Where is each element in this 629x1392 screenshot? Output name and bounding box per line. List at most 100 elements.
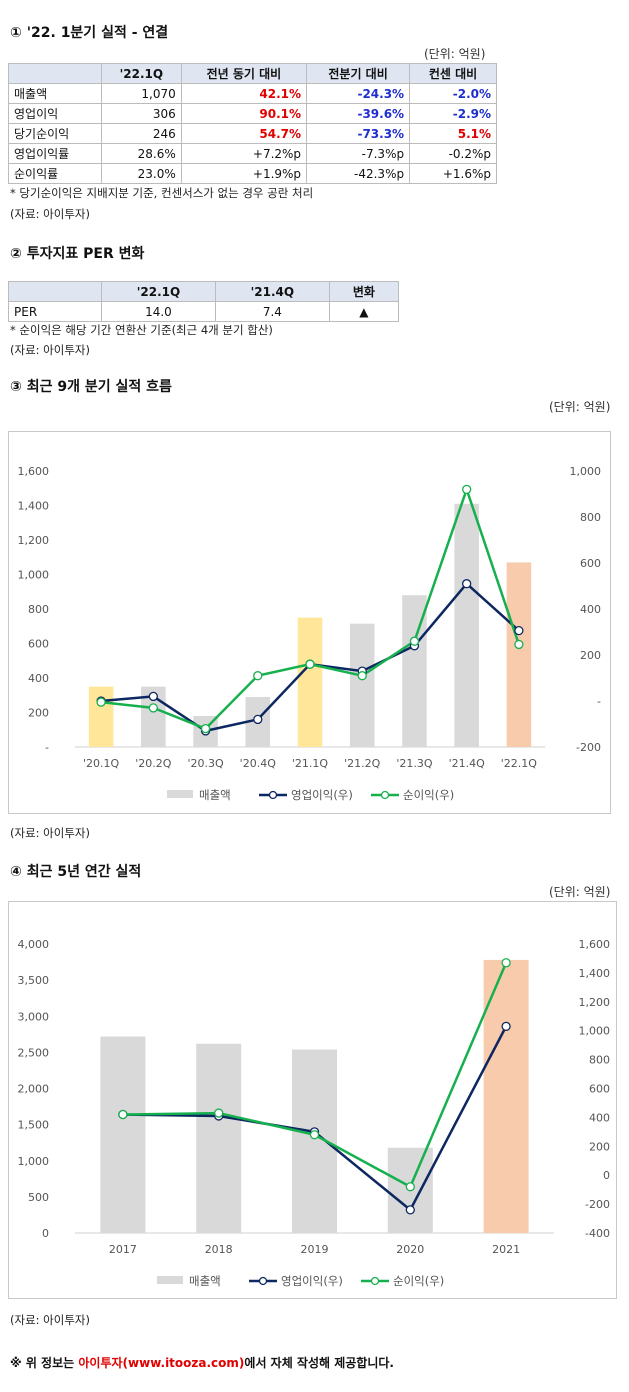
y2-tick-label: 400 <box>580 603 601 616</box>
table-header-row: '22.1Q 전년 동기 대비 전분기 대비 컨센 대비 <box>8 63 497 84</box>
y-tick-label: 3,000 <box>18 1010 50 1023</box>
table-header-row: '22.1Q '21.4Q 변화 <box>8 281 400 302</box>
bar-2018 <box>196 1043 242 1233</box>
legend-swatch-marker <box>380 790 390 800</box>
legend-label: 매출액 <box>199 788 231 802</box>
point-순이익(우) <box>357 671 367 681</box>
bar-'21.4Q <box>454 503 479 747</box>
bar-2019 <box>291 1049 338 1233</box>
point-순이익(우) <box>462 484 472 495</box>
legend-swatch-bar <box>157 1276 183 1284</box>
x-tick-label: '21.4Q <box>449 757 486 770</box>
section2-note: * 순이익은 해당 기간 연환산 기준(최근 4개 분기 합산) <box>10 323 273 337</box>
point-순이익(우) <box>96 697 106 707</box>
section1-source: (자료: 아이투자) <box>10 207 90 221</box>
per-table: '22.1Q '21.4Q 변화 PER 14.0 7.4 ▲ <box>8 281 400 322</box>
legend-label: 영업이익(우) <box>281 1274 343 1288</box>
y2-tick-label: 200 <box>589 1140 610 1153</box>
legend-label: 순이익(우) <box>393 1274 444 1288</box>
annual-chart-svg: 0 500 1,000 1,500 2,000 2,500 3,000 3,500 4,000 -… <box>18 938 611 1288</box>
table-row: 영업이익 306 90.1% -39.6% -2.9% <box>8 103 497 124</box>
cell-value: 28.6% <box>101 143 182 164</box>
cell-qoq: -42.3%p <box>306 163 411 184</box>
section1-note: * 당기순이익은 지배지분 기준, 컨센서스가 없는 경우 공란 처리 <box>10 186 314 200</box>
y-tick-label: 2,000 <box>18 1083 50 1096</box>
bar-2017 <box>100 1036 146 1233</box>
legend-label: 매출액 <box>189 1274 221 1288</box>
legend-swatch-bar <box>167 790 193 798</box>
section3-unit: (단위: 억원) <box>549 400 611 414</box>
row-label: 당기순이익 <box>8 123 102 144</box>
x-tick-label: 2018 <box>205 1243 233 1256</box>
footer-brand-link[interactable]: 아이투자(www.itooza.com) <box>78 1356 245 1370</box>
point-영업이익(우) <box>501 1021 511 1032</box>
cell-yoy: 90.1% <box>180 103 308 124</box>
point-영업이익(우) <box>253 714 263 725</box>
cell-value: 306 <box>101 103 182 124</box>
y2-tick-label: -200 <box>585 1198 610 1211</box>
x-tick-label: '20.2Q <box>135 757 172 770</box>
y-tick-label: 1,200 <box>18 534 50 547</box>
y-tick-label: 600 <box>28 638 49 651</box>
cell-yoy: +1.9%p <box>180 163 308 184</box>
y-tick-label: 400 <box>28 672 49 685</box>
y2-tick-label: -400 <box>585 1227 610 1240</box>
cell-consensus: 5.1% <box>409 123 497 144</box>
section3-source: (자료: 아이투자) <box>10 826 90 840</box>
section4-unit: (단위: 억원) <box>549 885 611 899</box>
y-tick-label: 0 <box>42 1227 49 1240</box>
point-순이익(우) <box>253 671 263 681</box>
y2-tick-label: 800 <box>589 1054 610 1067</box>
bar-'21.1Q <box>297 617 323 747</box>
y-tick-label: 200 <box>28 707 49 720</box>
point-순이익(우) <box>148 703 158 713</box>
y-tick-label: 4,000 <box>18 938 50 951</box>
point-순이익(우) <box>309 1130 320 1140</box>
table-row: 순이익률 23.0% +1.9%p -42.3%p +1.6%p <box>8 163 497 184</box>
x-tick-label: '20.3Q <box>187 757 224 770</box>
point-순이익(우) <box>118 1109 128 1120</box>
point-순이익(우) <box>200 723 211 734</box>
cell-value: 23.0% <box>101 163 182 184</box>
y-tick-label: - <box>45 741 49 754</box>
header-cell <box>8 63 102 84</box>
cell-yoy: +7.2%p <box>180 143 308 164</box>
y-tick-label: 1,400 <box>18 500 50 513</box>
header-cell: 컨센 대비 <box>409 63 497 84</box>
table-row: 당기순이익 246 54.7% -73.3% 5.1% <box>8 123 497 144</box>
x-tick-label: '20.1Q <box>83 757 120 770</box>
row-label: PER <box>8 301 102 322</box>
row-label: 매출액 <box>8 83 102 104</box>
y2-tick-label: 1,000 <box>570 465 602 478</box>
cell-consensus: +1.6%p <box>409 163 497 184</box>
y2-tick-label: 1,200 <box>579 996 611 1009</box>
section3-title: ③ 최근 9개 분기 실적 흐름 <box>10 379 172 395</box>
point-영업이익(우) <box>405 1205 415 1215</box>
point-순이익(우) <box>501 958 511 968</box>
point-순이익(우) <box>214 1108 224 1118</box>
point-영업이익(우) <box>148 691 158 702</box>
table-row: PER 14.0 7.4 ▲ <box>8 301 400 322</box>
section4-source: (자료: 아이투자) <box>10 1313 90 1327</box>
legend-label: 영업이익(우) <box>291 788 353 802</box>
cell-value: 246 <box>101 123 182 144</box>
table-row: 영업이익률 28.6% +7.2%p -7.3%p -0.2%p <box>8 143 497 164</box>
legend-label: 순이익(우) <box>403 788 454 802</box>
bar-'20.1Q <box>88 686 114 747</box>
cell-yoy: 42.1% <box>180 83 308 104</box>
y2-tick-label: 600 <box>589 1083 610 1096</box>
y2-tick-label: 1,600 <box>579 938 611 951</box>
y2-tick-label: 0 <box>603 1169 610 1182</box>
y-tick-label: 500 <box>28 1191 49 1204</box>
point-순이익(우) <box>405 1182 415 1192</box>
point-순이익(우) <box>305 659 315 669</box>
cell-consensus: -2.0% <box>409 83 497 104</box>
row-label: 영업이익률 <box>8 143 102 164</box>
y2-tick-label: 200 <box>580 649 601 662</box>
cell-consensus: -2.9% <box>409 103 497 124</box>
header-cell: '21.4Q <box>214 281 330 302</box>
x-tick-label: '22.1Q <box>501 757 538 770</box>
y-tick-label: 3,500 <box>18 974 50 987</box>
row-label: 순이익률 <box>8 163 102 184</box>
y-tick-label: 1,500 <box>18 1119 50 1132</box>
